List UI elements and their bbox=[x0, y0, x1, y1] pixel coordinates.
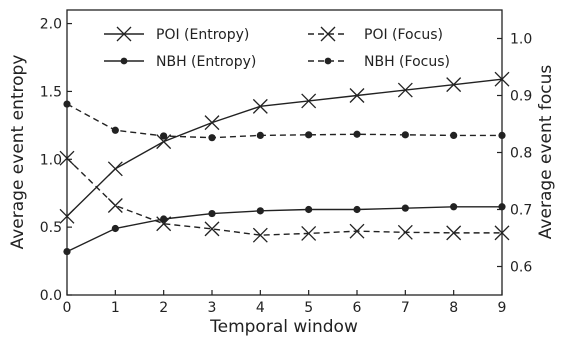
data-point-nbh-focus bbox=[256, 131, 264, 139]
x-tick-label: 8 bbox=[449, 300, 458, 316]
x-tick-label: 5 bbox=[304, 300, 313, 316]
data-point-nbh-focus bbox=[111, 126, 119, 134]
series-line-poi-entropy bbox=[66, 78, 503, 217]
left-tick-label: 0.5 bbox=[40, 220, 62, 236]
data-point-nbh-focus bbox=[63, 100, 71, 108]
data-point-nbh-entropy bbox=[160, 215, 168, 223]
left-axis-title: Average event entropy bbox=[8, 55, 28, 250]
data-point-poi-focus bbox=[204, 221, 220, 237]
data-point-nbh-focus bbox=[208, 134, 216, 142]
x-tick-label: 7 bbox=[401, 300, 410, 316]
left-tick-label: 2.0 bbox=[40, 17, 62, 33]
data-point-poi-focus bbox=[156, 216, 172, 232]
left-tick-label: 0.0 bbox=[40, 288, 62, 304]
data-point-poi-focus bbox=[349, 223, 365, 239]
legend-marker-poi-entropy bbox=[116, 26, 132, 42]
legend-marker-nbh-focus bbox=[324, 57, 332, 65]
series-nbh-entropy bbox=[63, 203, 506, 256]
legend-entry-nbh-focus: NBH (Focus) bbox=[308, 54, 450, 70]
data-point-nbh-entropy bbox=[111, 224, 119, 233]
x-tick-label: 1 bbox=[111, 300, 120, 316]
legend-entry-nbh-entropy: NBH (Entropy) bbox=[104, 54, 256, 70]
series-line-nbh-focus bbox=[66, 103, 502, 139]
plot-frame bbox=[66, 9, 503, 296]
data-point-nbh-focus bbox=[160, 132, 168, 140]
data-point-poi-entropy bbox=[252, 98, 268, 114]
legend: POI (Entropy) NBH (Entropy) POI (Focus) … bbox=[104, 26, 450, 70]
data-point-poi-focus bbox=[107, 198, 123, 213]
data-point-poi-entropy bbox=[397, 82, 413, 98]
legend-label-poi-entropy: POI (Entropy) bbox=[156, 27, 249, 43]
legend-label-nbh-entropy: NBH (Entropy) bbox=[156, 54, 256, 70]
data-point-poi-entropy bbox=[107, 161, 123, 177]
series-poi-entropy bbox=[59, 71, 510, 224]
data-point-nbh-entropy bbox=[353, 205, 361, 214]
data-point-poi-entropy bbox=[204, 115, 220, 131]
data-point-poi-focus bbox=[446, 225, 462, 241]
right-tick-label: 0.9 bbox=[510, 89, 532, 105]
left-tick-label: 1.0 bbox=[40, 152, 62, 168]
x-tick-label: 4 bbox=[256, 300, 265, 316]
legend-label-poi-focus: POI (Focus) bbox=[364, 27, 443, 43]
data-point-poi-entropy bbox=[156, 134, 172, 150]
x-tick-label: 2 bbox=[159, 300, 168, 316]
series-line-nbh-entropy bbox=[66, 206, 502, 253]
data-point-nbh-entropy bbox=[401, 204, 409, 212]
data-point-nbh-entropy bbox=[498, 203, 506, 211]
right-tick-label: 0.6 bbox=[510, 260, 532, 276]
data-point-nbh-entropy bbox=[305, 205, 313, 214]
data-point-nbh-focus bbox=[401, 131, 409, 139]
data-point-poi-focus bbox=[59, 150, 75, 166]
data-point-nbh-focus bbox=[498, 131, 506, 139]
x-axis: 0 1 2 3 4 5 6 7 8 9 bbox=[63, 290, 507, 316]
data-point-nbh-entropy bbox=[63, 247, 71, 256]
left-axis: 0.0 0.5 1.0 1.5 2.0 bbox=[40, 17, 72, 304]
x-tick-label: 9 bbox=[498, 300, 507, 316]
x-tick-label: 3 bbox=[208, 300, 217, 316]
data-point-poi-focus bbox=[494, 225, 510, 241]
data-point-nbh-entropy bbox=[208, 209, 216, 218]
data-point-poi-entropy bbox=[349, 88, 365, 103]
right-tick-label: 0.8 bbox=[510, 146, 532, 162]
x-tick-label: 0 bbox=[63, 300, 72, 316]
data-point-poi-focus bbox=[301, 225, 317, 241]
left-tick-label: 1.5 bbox=[40, 84, 62, 100]
legend-marker-poi-focus bbox=[320, 26, 336, 42]
data-point-nbh-entropy bbox=[450, 203, 458, 211]
legend-entry-poi-entropy: POI (Entropy) bbox=[104, 26, 249, 43]
x-axis-title: Temporal window bbox=[209, 317, 358, 337]
legend-label-nbh-focus: NBH (Focus) bbox=[364, 54, 450, 70]
data-point-poi-entropy bbox=[59, 208, 75, 224]
data-point-poi-entropy bbox=[301, 93, 317, 109]
data-point-nbh-focus bbox=[450, 131, 458, 139]
right-tick-label: 1.0 bbox=[510, 32, 532, 48]
series-line-poi-focus bbox=[66, 157, 502, 236]
right-tick-label: 0.7 bbox=[510, 203, 532, 219]
data-point-nbh-focus bbox=[305, 131, 313, 139]
series-nbh-focus bbox=[63, 100, 506, 142]
data-point-nbh-entropy bbox=[256, 207, 264, 215]
data-point-poi-focus bbox=[397, 224, 413, 240]
x-tick-label: 6 bbox=[353, 300, 362, 316]
data-point-poi-focus bbox=[252, 227, 268, 243]
data-point-nbh-focus bbox=[353, 130, 361, 138]
right-axis-title: Average event focus bbox=[536, 65, 556, 240]
data-point-poi-entropy bbox=[446, 77, 462, 93]
data-point-poi-entropy bbox=[494, 71, 510, 87]
legend-marker-nbh-entropy bbox=[120, 57, 128, 65]
right-axis: 0.6 0.7 0.8 0.9 1.0 bbox=[497, 32, 532, 276]
legend-entry-poi-focus: POI (Focus) bbox=[308, 26, 443, 43]
series-poi-focus bbox=[59, 150, 510, 243]
series-layer bbox=[59, 71, 510, 256]
